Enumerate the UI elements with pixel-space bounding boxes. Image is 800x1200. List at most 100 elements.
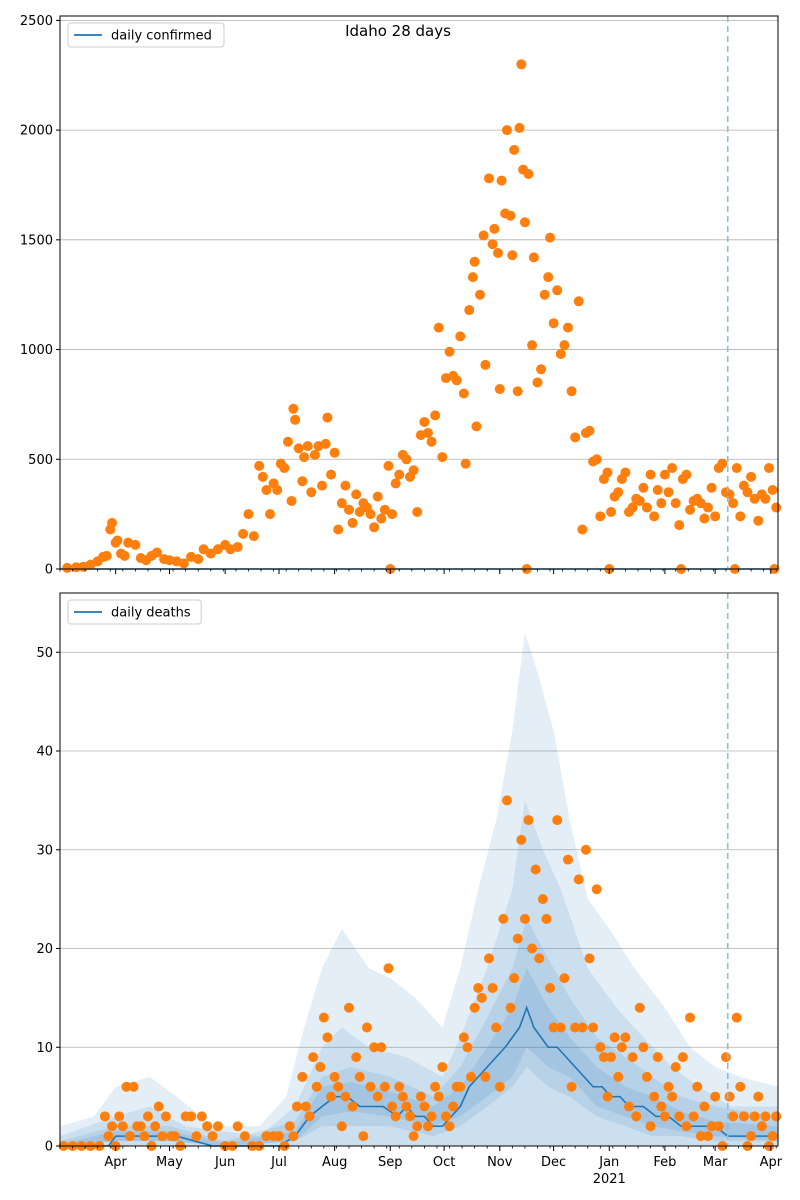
deaths-data-point (107, 1121, 118, 1132)
deaths-data-point (649, 1091, 660, 1102)
confirmed-data-point (151, 547, 162, 558)
confirmed-data-point (336, 498, 347, 509)
deaths-data-point (731, 1012, 742, 1023)
confirmed-data-point (536, 364, 547, 375)
confirmed-data-point (706, 482, 717, 493)
deaths-data-point (710, 1091, 721, 1102)
deaths-data-point (494, 1081, 505, 1092)
deaths-x-tick-label: Apr (760, 1155, 783, 1170)
deaths-data-point (207, 1131, 218, 1142)
confirmed-data-point (489, 223, 500, 234)
deaths-data-point (150, 1121, 161, 1132)
confirmed-data-point (469, 256, 480, 267)
confirmed-data-point (290, 414, 301, 425)
confirmed-data-point (735, 511, 746, 522)
deaths-y-tick-label: 50 (36, 646, 53, 661)
deaths-data-point (598, 1052, 609, 1063)
confirmed-data-point (514, 122, 525, 133)
confirmed-data-point (212, 544, 223, 555)
deaths-data-point (562, 854, 573, 865)
deaths-data-point (753, 1091, 764, 1102)
deaths-data-point (746, 1131, 757, 1142)
confirmed-data-point (764, 463, 775, 474)
confirmed-data-point (523, 169, 534, 179)
deaths-data-point (638, 1042, 649, 1053)
deaths-data-point (749, 1111, 760, 1122)
confirmed-data-point (351, 489, 362, 500)
deaths-data-point (103, 1131, 114, 1142)
confirmed-data-point (771, 502, 782, 513)
deaths-data-point (505, 1002, 516, 1013)
deaths-data-point (128, 1081, 139, 1092)
deaths-data-point (422, 1121, 433, 1132)
deaths-data-point (555, 1022, 566, 1033)
deaths-x-tick-label: May (156, 1155, 183, 1170)
confirmed-data-point (699, 513, 710, 524)
deaths-data-point (491, 1022, 502, 1033)
confirmed-data-point (512, 386, 523, 397)
deaths-data-point (702, 1131, 713, 1142)
confirmed-data-point (702, 502, 713, 513)
confirmed-y-tick-label: 1000 (20, 343, 53, 358)
deaths-data-point (426, 1111, 437, 1122)
deaths-data-point (212, 1121, 223, 1132)
deaths-data-point (728, 1111, 739, 1122)
deaths-data-point (99, 1111, 110, 1122)
confirmed-data-point (528, 252, 539, 263)
confirmed-data-point (659, 469, 670, 480)
confirmed-data-point (760, 493, 771, 504)
deaths-data-point (455, 1081, 466, 1092)
deaths-data-point (142, 1111, 153, 1122)
confirmed-data-point (749, 493, 760, 504)
confirmed-data-point (317, 480, 328, 491)
deaths-data-point (351, 1052, 362, 1063)
confirmed-data-point (670, 498, 681, 509)
confirmed-data-point (299, 452, 310, 463)
deaths-data-point (667, 1091, 678, 1102)
confirmed-data-point (543, 272, 554, 283)
deaths-data-point (387, 1101, 398, 1112)
confirmed-data-point (372, 491, 383, 502)
deaths-data-point (663, 1081, 674, 1092)
deaths-data-point (480, 1071, 491, 1082)
deaths-data-point (498, 913, 509, 924)
deaths-data-point (545, 983, 556, 993)
deaths-data-point (570, 1022, 581, 1033)
deaths-data-point (297, 1071, 308, 1082)
deaths-data-point (329, 1071, 340, 1082)
deaths-x-tick-label: Apr (104, 1155, 127, 1170)
confirmed-data-point (577, 524, 588, 535)
confirmed-data-point (507, 250, 518, 261)
confirmed-data-point (767, 485, 778, 495)
deaths-y-tick-label: 30 (36, 843, 53, 858)
deaths-data-point (315, 1062, 326, 1072)
confirmed-data-point (433, 322, 444, 333)
deaths-data-point (376, 1042, 387, 1053)
deaths-data-point (641, 1071, 652, 1082)
deaths-data-point (685, 1012, 696, 1023)
confirmed-data-point (606, 506, 617, 517)
deaths-data-point (720, 1052, 731, 1063)
deaths-data-point (304, 1111, 315, 1122)
deaths-data-point (326, 1091, 337, 1102)
confirmed-data-point (261, 485, 272, 495)
deaths-data-point (469, 1002, 480, 1013)
confirmed-data-point (487, 239, 498, 250)
deaths-data-point (706, 1121, 717, 1132)
confirmed-data-point (422, 427, 433, 438)
deaths-data-point (379, 1081, 390, 1092)
confirmed-data-point (667, 463, 678, 474)
deaths-data-point (415, 1091, 426, 1102)
confirmed-data-point (613, 487, 624, 498)
deaths-chart-panel: 0 10 20 30 40 50 Apr May Jun Jul Aug Sep Oct Nov Dec Ja… (36, 592, 783, 1187)
figure-title: Idaho 28 days (345, 22, 451, 40)
confirmed-data-point (119, 550, 130, 561)
deaths-x-tick-label: Jul (270, 1155, 287, 1170)
confirmed-data-point (333, 524, 344, 535)
confirmed-data-point (354, 506, 365, 517)
deaths-data-point (408, 1131, 419, 1142)
confirmed-legend: daily confirmed (67, 22, 225, 48)
deaths-data-point (724, 1091, 735, 1102)
deaths-data-point (695, 1131, 706, 1142)
confirmed-data-point (329, 447, 340, 458)
